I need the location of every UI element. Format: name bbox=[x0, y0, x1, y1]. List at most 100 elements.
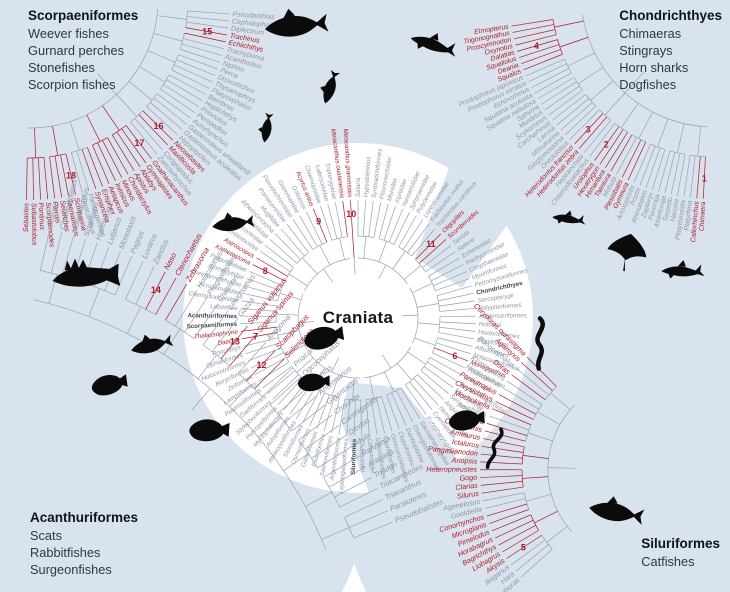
taxon-label: Setarches bbox=[58, 200, 70, 233]
legend-line: Rabbitfishes bbox=[30, 545, 101, 560]
taxon-label: Sebastes bbox=[23, 202, 31, 232]
clade-number-6: 6 bbox=[452, 351, 457, 361]
small-shark-silhouette bbox=[552, 210, 586, 225]
tree-chondrichthyes: EtmopterusTrigonognathusProscymnodonOxyn… bbox=[458, 14, 708, 243]
taxon-label: Holostei bbox=[479, 321, 502, 329]
clade-number-15: 15 bbox=[202, 26, 212, 36]
clade-number-16: 16 bbox=[153, 121, 163, 131]
legend-line: Weever fishes bbox=[28, 26, 109, 41]
tree-siluriformes: Corydoras ourastigmaAgamyxisBunocephalus… bbox=[426, 301, 577, 592]
clade-number-18: 18 bbox=[66, 170, 76, 180]
clade-number-5: 5 bbox=[521, 542, 526, 552]
butterflyfish-silhouette bbox=[297, 373, 330, 392]
taxon-label: Acanthuriformes bbox=[187, 312, 237, 320]
angelfish-silhouette bbox=[189, 419, 230, 442]
clade-number-1: 1 bbox=[702, 174, 707, 184]
legend-title: Siluriformes bbox=[641, 536, 720, 551]
taxon-label: Siluriformes bbox=[350, 438, 358, 475]
legend-line: Stonefishes bbox=[28, 60, 95, 75]
fish-silhouettes bbox=[52, 8, 705, 525]
legend-line: Stingrays bbox=[619, 43, 673, 58]
taxon-label: Heteropneustes bbox=[426, 465, 477, 474]
clade-number-7: 7 bbox=[253, 331, 258, 341]
taxon-label: Acipenseriformes bbox=[478, 312, 527, 320]
taxon-label: Salaria bbox=[355, 177, 362, 197]
taxon-label: Sebastolobus bbox=[30, 203, 38, 246]
taxon-label: Ariopsis bbox=[450, 455, 477, 465]
shark-silhouette bbox=[410, 33, 456, 57]
eel-silhouette bbox=[535, 316, 545, 371]
clade-number-17: 17 bbox=[134, 138, 144, 148]
taxon-label: Callorhinchus bbox=[690, 200, 700, 242]
clade-number-10: 10 bbox=[346, 209, 356, 219]
taxon-label: Clarias bbox=[455, 481, 479, 492]
shark-silhouette bbox=[661, 260, 705, 279]
small-fish-silhouette bbox=[258, 112, 274, 143]
taxon-label: Cephalopholis bbox=[231, 18, 276, 30]
clade-number-2: 2 bbox=[604, 139, 609, 149]
eel-silhouette bbox=[485, 427, 504, 469]
clade-number-8: 8 bbox=[263, 266, 268, 276]
taxon-label: Diplectrum bbox=[230, 25, 264, 37]
legend-lines: Weever fishes Gurnard perches Stonefishes S… bbox=[28, 25, 138, 93]
legend-title: Scorpaeniformes bbox=[28, 8, 139, 23]
legend-lines: Scats Rabbitfishes Surgeonfishes bbox=[30, 527, 138, 578]
taxon-label: Pseudanthias bbox=[232, 11, 275, 21]
legend-lines: Catfishes bbox=[641, 553, 720, 570]
legend-line: Scats bbox=[30, 528, 63, 543]
legend-scorpaeniformes: Scorpaeniformes Weever fishes Gurnard per… bbox=[28, 8, 138, 93]
tang-silhouette bbox=[304, 326, 345, 350]
legend-line: Gurnard perches bbox=[28, 43, 125, 58]
legend-line: Scorpion fishes bbox=[28, 77, 116, 92]
clade-number-14: 14 bbox=[151, 285, 161, 295]
taxon-label: Polypteriformes bbox=[478, 302, 521, 312]
taxon-label: Narcine bbox=[670, 198, 681, 223]
blue-wedge-upper bbox=[415, 20, 612, 288]
legend-chondrichthyes: Chondrichthyes Chimaeras Stingrays Horn sh… bbox=[619, 8, 722, 93]
root-label: Craniata bbox=[322, 308, 394, 327]
tuna-silhouette bbox=[264, 8, 329, 37]
legend-line: Catfishes bbox=[641, 554, 695, 569]
legend-acanthuriformes: Acanthuriformes Scats Rabbitfishes Surgeon… bbox=[30, 510, 138, 578]
taxon-label: Scorpaenodes bbox=[44, 202, 55, 248]
taxon-label: Citharinoidei bbox=[366, 438, 376, 474]
legend-line: Horn sharks bbox=[619, 60, 689, 75]
taxon-label: Platyrhina bbox=[684, 200, 694, 231]
scorpionfish-silhouette bbox=[52, 258, 121, 287]
blue-wedge-lower bbox=[342, 382, 560, 592]
taxon-label: Gogo bbox=[459, 473, 477, 483]
taxon-label: Pontinus bbox=[37, 203, 45, 231]
legend-line: Chimaeras bbox=[619, 26, 682, 41]
legend-line: Dogfishes bbox=[619, 77, 677, 92]
clade-number-13: 13 bbox=[230, 337, 240, 347]
taxon-label: Daector bbox=[217, 336, 240, 347]
taxon-label: Pterois bbox=[51, 201, 61, 224]
clade-number-12: 12 bbox=[257, 360, 267, 370]
taxon-label: Hiodontiformes bbox=[478, 329, 520, 341]
clade-number-9: 9 bbox=[316, 217, 321, 227]
butterflyfish-silhouette bbox=[449, 410, 485, 431]
legend-title: Chondrichthyes bbox=[619, 8, 722, 23]
fish-silhouette bbox=[131, 334, 174, 354]
taxon-label: Silurus bbox=[456, 489, 479, 501]
clade-number-11: 11 bbox=[426, 239, 436, 249]
clade-number-4: 4 bbox=[534, 41, 539, 51]
taxon-label: Meiacanthus grammistes bbox=[342, 128, 353, 197]
catfish-silhouette bbox=[589, 496, 645, 525]
legend-lines: Chimaeras Stingrays Horn sharks Dogfishes bbox=[619, 25, 722, 93]
legend-siluriformes: Siluriformes Catfishes bbox=[641, 536, 720, 570]
fish-silhouette bbox=[91, 374, 128, 396]
legend-line: Surgeonfishes bbox=[30, 562, 112, 577]
clade-number-3: 3 bbox=[586, 125, 591, 135]
taxon-label: Scorpaeniformes bbox=[186, 321, 237, 330]
taxon-label: Ictalurus bbox=[451, 437, 480, 450]
taxon-label: Lobotidae bbox=[210, 303, 238, 312]
small-fish-silhouette bbox=[320, 70, 341, 104]
taxon-label: Characoidei bbox=[358, 439, 366, 473]
ray-silhouette bbox=[607, 233, 647, 272]
legend-title: Acanthuriformes bbox=[30, 510, 139, 525]
taxon-label: Chimaera bbox=[699, 201, 708, 231]
fish-silhouette bbox=[212, 212, 255, 232]
